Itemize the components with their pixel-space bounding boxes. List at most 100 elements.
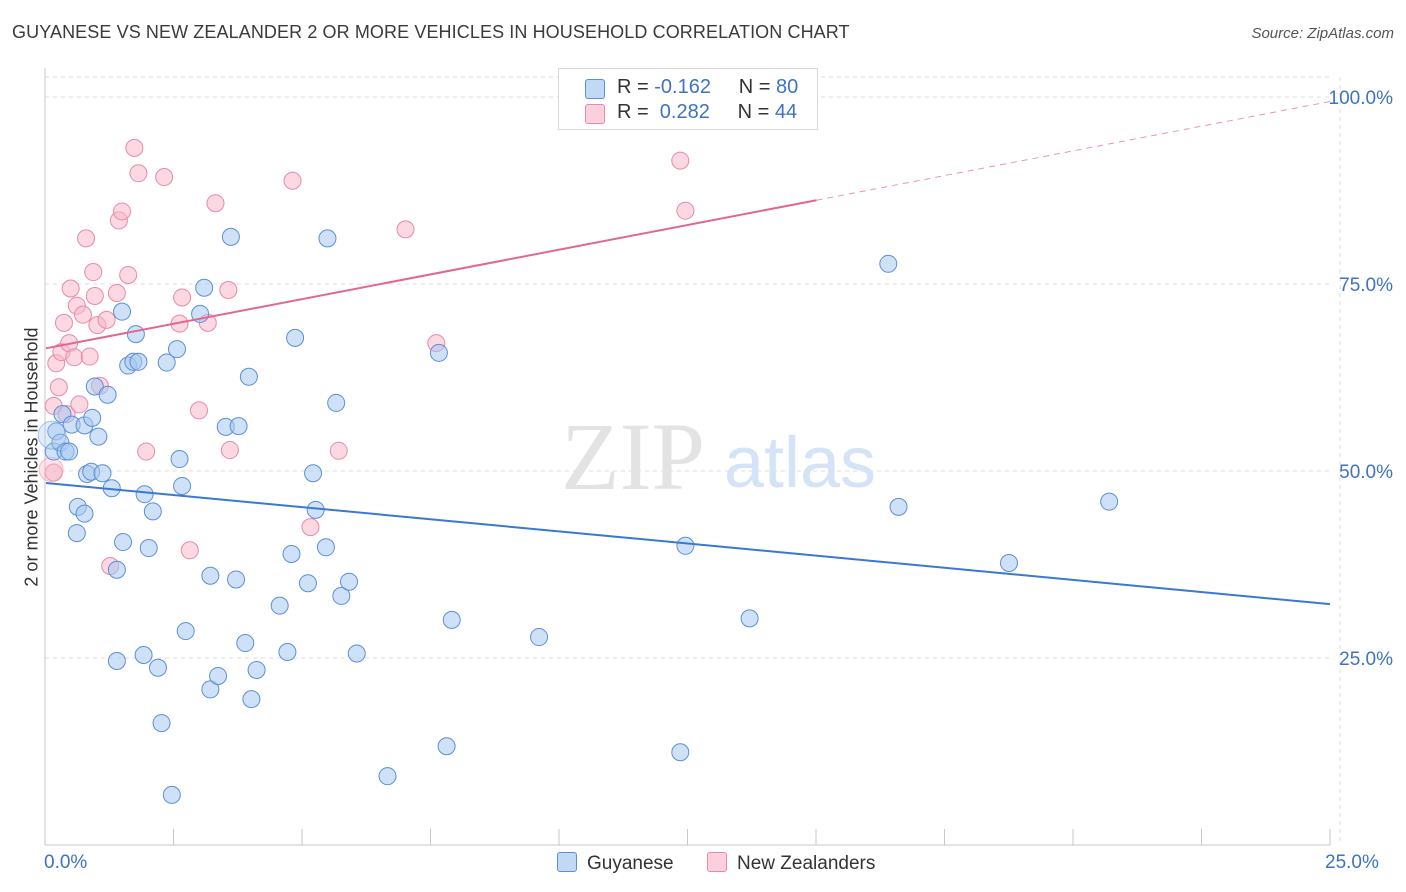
nz-point	[219, 280, 238, 299]
guyanese-point	[442, 610, 461, 629]
guyanese-point	[143, 502, 162, 521]
guyanese-point	[114, 533, 133, 552]
y-axis-label: 2 or more Vehicles in Household	[21, 327, 42, 587]
guyanese-point	[239, 367, 258, 386]
guyanese-point	[167, 340, 186, 359]
guyanese-point	[278, 643, 297, 662]
source-label: Source: ZipAtlas.com	[1251, 25, 1394, 42]
nz-point	[206, 194, 225, 213]
nz-point	[85, 286, 104, 305]
nz-point	[125, 138, 144, 157]
nz-point	[129, 164, 148, 183]
guyanese-point-large	[37, 420, 67, 450]
nz-point	[97, 310, 116, 329]
nz-point	[301, 518, 320, 537]
chart-title: GUYANESE VS NEW ZEALANDER 2 OR MORE VEHI…	[12, 22, 850, 42]
nz-point	[49, 378, 68, 397]
guyanese-point	[135, 485, 154, 504]
guyanese-point	[270, 596, 289, 615]
guyanese-point	[740, 609, 759, 628]
nz-point	[61, 279, 80, 298]
guyanese-point	[236, 634, 255, 653]
nz-swatch	[585, 104, 605, 124]
guyanese-point	[126, 325, 145, 344]
nz-trend-extension	[816, 100, 1331, 201]
guyanese-point	[530, 628, 549, 647]
guyanese-legend-label: Guyanese	[587, 853, 674, 874]
r-value-nz: 0.282	[654, 101, 710, 123]
guyanese-point	[229, 417, 248, 436]
guyanese-point	[201, 566, 220, 585]
guyanese-point	[429, 343, 448, 362]
guyanese-point	[113, 302, 132, 321]
nz-point	[220, 441, 239, 460]
r-label: R =	[617, 76, 649, 98]
guyanese-point	[152, 714, 171, 733]
guyanese-point	[67, 524, 86, 543]
y-tick-label-75: 75.0%	[1339, 275, 1393, 296]
nz-point	[73, 305, 92, 324]
nz-point	[671, 151, 690, 170]
guyanese-point	[83, 408, 102, 427]
guyanese-point	[327, 393, 346, 412]
nz-point	[70, 395, 89, 414]
guyanese-point	[318, 229, 337, 248]
guyanese-legend-swatch	[557, 852, 577, 872]
guyanese-point	[195, 278, 214, 297]
nz-point	[173, 288, 192, 307]
guyanese-point	[304, 464, 323, 483]
legend-item-nz: New Zealanders	[707, 852, 875, 875]
nz-point	[190, 401, 209, 420]
n-label: N =	[738, 76, 771, 98]
guyanese-point	[676, 536, 695, 555]
guyanese-point	[170, 450, 189, 469]
guyanese-trend-line	[45, 481, 1331, 606]
watermark: ZIP atlas	[561, 403, 876, 510]
guyanese-point	[247, 660, 266, 679]
guyanese-point	[89, 427, 108, 446]
nz-point	[180, 541, 199, 560]
nz-point	[676, 201, 695, 220]
guyanese-point	[671, 743, 690, 762]
guyanese-point	[298, 574, 317, 593]
nz-point	[283, 171, 302, 190]
guyanese-point	[75, 504, 94, 523]
guyanese-point	[227, 570, 246, 589]
guyanese-point	[347, 644, 366, 663]
guyanese-point	[282, 545, 301, 564]
y-tick-labels: 25.0% 50.0% 75.0% 100.0%	[1329, 88, 1394, 670]
guyanese-point	[157, 353, 176, 372]
nz-point	[54, 313, 73, 332]
guyanese-point	[889, 497, 908, 516]
y-tick-label-100: 100.0%	[1329, 88, 1394, 109]
nz-trend-line	[45, 199, 817, 350]
guyanese-point	[162, 785, 181, 804]
guyanese-point	[93, 464, 112, 483]
nz-point	[80, 347, 99, 366]
watermark-zip: ZIP	[561, 403, 705, 510]
guyanese-point	[134, 646, 153, 665]
guyanese-swatch	[585, 79, 605, 99]
guyanese-point	[60, 442, 79, 461]
guyanese-point	[879, 254, 898, 273]
guyanese-point	[1000, 554, 1018, 573]
trend-layer	[45, 100, 1331, 606]
guyanese-point	[378, 767, 397, 786]
guyanese-point	[221, 227, 240, 246]
guyanese-point	[148, 658, 167, 677]
guyanese-point	[107, 651, 126, 670]
guyanese-point	[242, 690, 261, 709]
nz-legend-label: New Zealanders	[737, 853, 876, 874]
x-tick-label-max: 25.0%	[1325, 852, 1379, 873]
guyanese-point	[176, 622, 195, 641]
nz-point	[119, 266, 138, 285]
y-tick-label-25: 25.0%	[1339, 649, 1393, 670]
guyanese-point	[209, 666, 228, 685]
guyanese-point	[139, 539, 158, 558]
guyanese-point	[85, 377, 104, 396]
r-label: R =	[617, 101, 649, 123]
guyanese-point	[1100, 492, 1119, 511]
nz-point	[113, 202, 132, 221]
guyanese-point	[129, 352, 148, 371]
guyanese-point	[201, 680, 220, 699]
